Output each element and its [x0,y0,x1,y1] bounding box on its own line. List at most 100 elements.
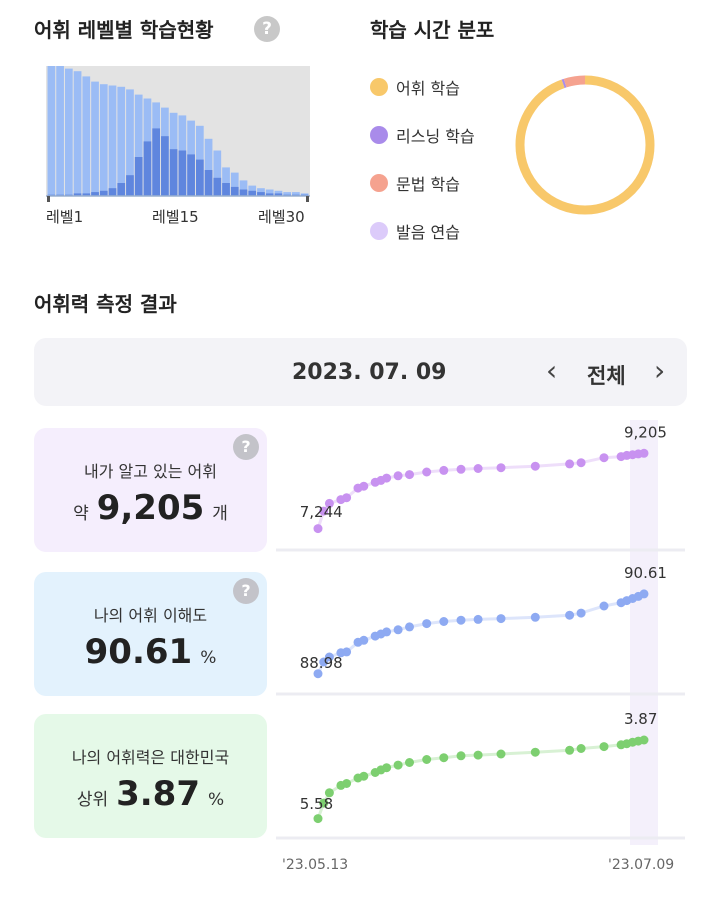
rank-value: 3.87 [116,774,200,814]
legend-dot-pronunciation [370,222,388,240]
trend-point-3-05.13 [313,814,323,824]
legend-dot-grammar [370,174,388,192]
trend-point-2-07.09 [639,589,649,599]
level-tick-left [47,196,50,202]
level-bar-learned-4 [73,193,82,196]
trend-point-2-06.26 [565,610,575,620]
level-bar-learned-11 [134,157,143,196]
level-bar-learned-16 [178,150,187,196]
trend-point-1-06.04 [439,465,449,475]
level-bar-total-26 [265,189,274,196]
level-bar-learned-20 [213,177,222,196]
level-bar-chart [46,66,310,202]
trend-point-3-06.10 [473,750,483,760]
comprehension-label: 나의 어휘 이해도 [93,606,208,625]
level-section-title: 어휘 레벨별 학습현황 [34,18,214,42]
time-section-title: 학습 시간 분포 [370,18,495,42]
trend-point-1-06.26 [565,459,575,469]
level-bar-learned-23 [239,189,248,196]
level-bar-learned-9 [117,183,126,196]
trend-point-3-06.01 [422,755,432,764]
level-bar-total-28 [283,192,292,196]
level-axis-start: 레벨1 [46,208,84,226]
level-bar-total-21 [222,167,230,196]
level-bar-total-20 [213,150,222,196]
level-bar-total-11 [134,94,143,196]
trend-point-2-06.01 [422,619,432,629]
trend-point-1-05.25 [382,473,392,483]
level-bar-learned-26 [265,193,274,196]
legend-dot-listening [370,126,388,144]
trend-point-1-05.27 [393,471,403,481]
legend-label-vocab: 어휘 학습 [396,79,460,98]
period-filter[interactable]: 전체 [587,364,626,388]
current-date: 2023. 07. 09 [292,360,447,385]
level-bar-learned-8 [108,188,117,196]
level-bar-learned-27 [274,193,283,196]
trend-point-3-06.04 [439,753,449,763]
level-help-icon[interactable]: ? [254,16,280,42]
comprehension-help-icon[interactable]: ? [233,578,259,604]
level-bar-learned-15 [169,149,178,196]
trend-point-2-05.15 [324,652,334,662]
trend-point-1-06.07 [456,464,466,474]
legend-item-vocab: 어휘 학습 [370,75,475,99]
next-period-button[interactable]: › [654,354,666,387]
trend-point-3-06.20 [530,747,540,757]
donut-slices [515,75,655,215]
level-bar-total-29 [292,192,300,196]
rank-suffix: % [208,790,225,810]
level-bar-total-4 [73,71,82,196]
trend-point-2-06.28 [576,608,586,618]
rank-value-row: 상위 3.87 % [34,774,267,814]
known-vocab-value: 9,205 [96,488,205,528]
trend-last-label-1: 9,205 [624,423,667,441]
known-vocab-suffix: 개 [212,504,228,524]
level-bar-learned-19 [204,170,213,196]
national-rank-card: 나의 어휘력은 대한민국 상위 3.87 % [34,714,267,838]
trend-point-2-06.07 [456,615,466,625]
level-bar-learned-12 [143,141,152,196]
legend-item-grammar: 문법 학습 [370,171,475,195]
trend-last-label-2: 90.61 [624,564,667,582]
trend-point-1-05.29 [405,470,414,480]
level-bar-learned-5 [82,193,91,196]
known-vocab-help-icon[interactable]: ? [233,434,259,460]
comprehension-value-row: 90.61 % [34,632,267,672]
legend-dot-vocab [370,78,388,96]
trend-point-3-05.27 [393,760,403,770]
trend-series: 7,244 9,205 88.98 90.61 5.58 3.87 [300,423,667,824]
trend-first-label-3: 5.58 [300,795,333,813]
vocab-comprehension-card: ? 나의 어휘 이해도 90.61 % [34,572,267,696]
trend-point-3-06.07 [456,751,466,761]
level-bar-learned-13 [152,128,161,196]
rank-label: 나의 어휘력은 대한민국 [71,748,230,767]
trend-point-3-06.14 [496,749,506,759]
level-bar-learned-18 [195,159,204,196]
selected-date-highlight [630,420,658,845]
level-bar-learned-14 [161,136,169,196]
trend-last-label-3: 3.87 [624,710,657,728]
level-bar-total-22 [230,172,239,196]
trend-line-2 [316,592,645,675]
trend-end-date: '23.07.09 [608,857,675,873]
prev-period-button[interactable]: ‹ [546,354,558,387]
comprehension-suffix: % [200,648,217,668]
level-bar-learned-6 [91,192,99,196]
trend-point-3-07.09 [639,735,649,745]
trend-point-1-05.18 [342,493,352,503]
legend-label-pronunciation: 발음 연습 [396,223,460,242]
trend-first-label-2: 88.98 [300,654,343,672]
trend-point-1-07.02 [599,453,609,463]
trend-point-1-05.15 [324,498,334,508]
time-donut-chart [515,75,655,215]
level-tick-right [306,196,309,202]
trend-point-2-05.29 [405,622,414,632]
trend-point-1-07.09 [639,448,649,458]
level-bar-total-9 [117,86,126,196]
level-axis-end: 레벨30 [258,208,305,226]
trend-point-2-05.25 [382,627,392,637]
known-vocab-prefix: 약 [73,504,89,524]
legend-item-pronunciation: 발음 연습 [370,219,475,243]
known-vocab-value-row: 약 9,205 개 [34,488,267,528]
